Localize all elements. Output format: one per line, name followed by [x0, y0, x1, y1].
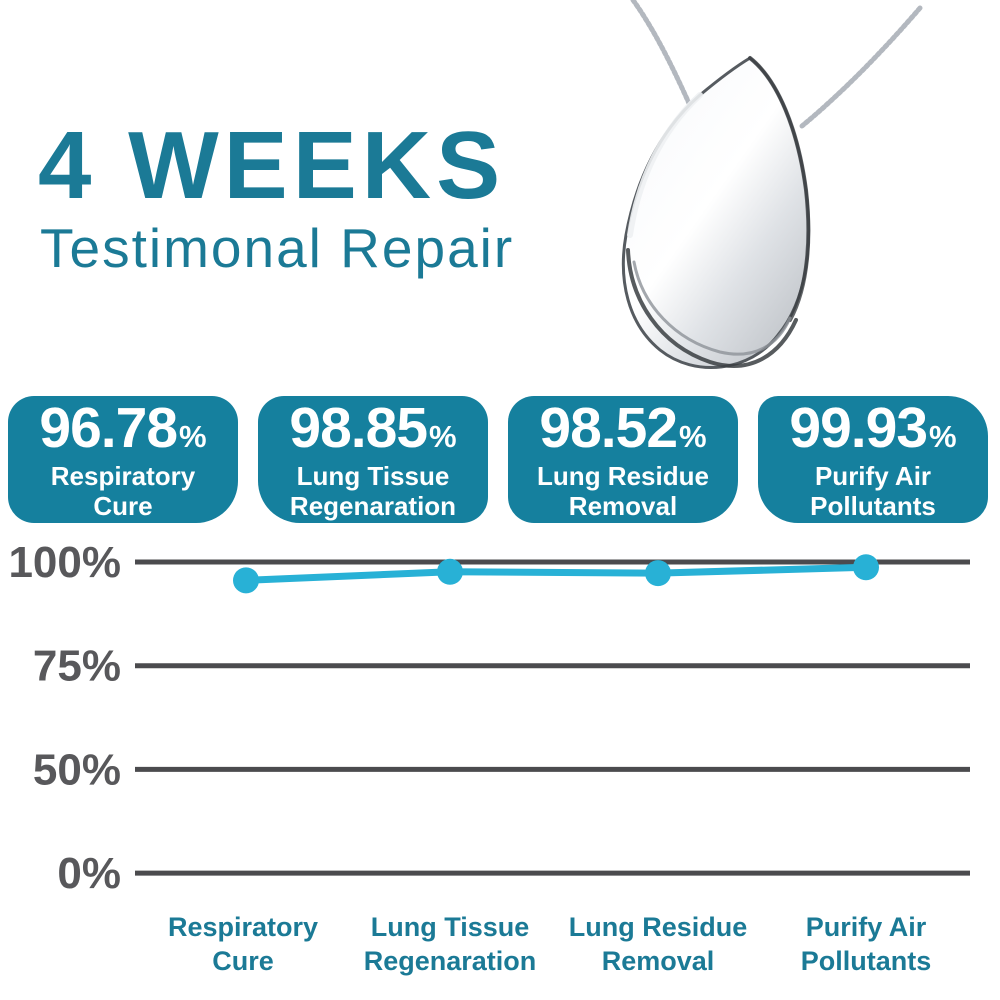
- x-category-label: Lung Residue Removal: [569, 912, 748, 976]
- stat-value: 98.52%: [539, 400, 706, 457]
- pendant-rim-outer: [626, 248, 798, 368]
- pendant-rim-shadow: [748, 56, 811, 322]
- percent-sign: %: [179, 419, 207, 455]
- stat-card-respiratory-cure: 96.78% Respiratory Cure: [8, 396, 238, 523]
- y-tick-label: 75%: [33, 642, 121, 691]
- headline: 4 WEEKS: [38, 112, 506, 219]
- stat-number: 98.85: [289, 396, 428, 461]
- percent-sign: %: [929, 419, 957, 455]
- stat-value: 96.78%: [39, 400, 206, 457]
- stat-label: Lung Residue Removal: [537, 461, 709, 521]
- y-tick-label: 100%: [8, 538, 121, 587]
- percent-sign: %: [679, 419, 707, 455]
- stat-label: Purify Air Pollutants: [810, 461, 936, 521]
- data-line: [242, 563, 870, 584]
- stat-label: Lung Tissue Regenaration: [289, 461, 457, 521]
- y-tick-label: 50%: [33, 745, 121, 794]
- data-point-4: [853, 554, 879, 581]
- results-chart: 100% 75% 50% 0% Respiratory Cure Lung Tissue Re…: [0, 538, 1000, 1000]
- stat-value: 99.93%: [789, 400, 956, 457]
- y-tick-label: 0%: [57, 849, 121, 898]
- x-category-label: Purify Air Pollutants: [801, 912, 932, 976]
- stats-row: 96.78% Respiratory Cure 98.85% Lung Tiss…: [0, 396, 1000, 523]
- stat-card-lung-residue-removal: 98.52% Lung Residue Removal: [508, 396, 738, 523]
- x-category-label: Respiratory Cure: [168, 912, 318, 976]
- pendant-image: [600, 0, 1000, 390]
- data-point-1: [233, 567, 259, 594]
- stat-number: 99.93: [789, 396, 928, 461]
- data-point-3: [645, 560, 671, 587]
- x-category-label: Lung Tissue Regenaration: [364, 912, 537, 976]
- stat-value: 98.85%: [289, 400, 456, 457]
- subheadline: Testimonal Repair: [40, 217, 515, 279]
- stat-card-lung-tissue-regenaration: 98.85% Lung Tissue Regenaration: [258, 396, 488, 523]
- necklace-chain-right: [799, 5, 923, 129]
- stat-card-purify-air-pollutants: 99.93% Purify Air Pollutants: [758, 396, 988, 523]
- line-chart: 100% 75% 50% 0% Respiratory Cure Lung Tissue Re…: [8, 538, 970, 976]
- data-point-2: [437, 558, 463, 585]
- stat-number: 96.78: [39, 396, 178, 461]
- stat-label: Respiratory Cure: [50, 461, 196, 521]
- stat-number: 98.52: [539, 396, 678, 461]
- pendant-rim-inner: [632, 260, 792, 356]
- percent-sign: %: [429, 419, 457, 455]
- teardrop-pendant-necklace-icon: [621, 0, 923, 369]
- pendant-highlight: [627, 92, 703, 238]
